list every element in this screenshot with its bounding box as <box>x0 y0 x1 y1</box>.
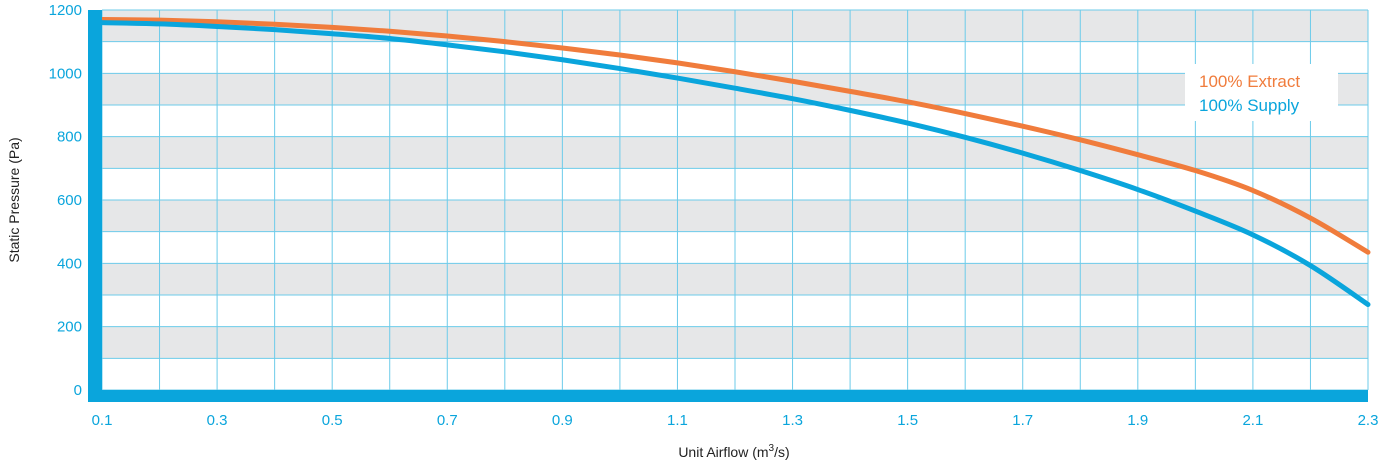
legend: 100% Extract 100% Supply <box>1185 64 1338 121</box>
legend-entry-supply: 100% Supply <box>1199 96 1300 115</box>
y-tick-label: 1000 <box>49 65 82 82</box>
y-tick-label: 800 <box>57 129 82 146</box>
x-tick-label: 1.5 <box>897 412 918 429</box>
x-tick-label: 1.3 <box>782 412 803 429</box>
x-tick-label: 0.3 <box>207 412 228 429</box>
x-tick-label: 0.7 <box>437 412 458 429</box>
x-tick-label: 0.9 <box>552 412 573 429</box>
x-axis-label-suffix: /s) <box>774 444 790 460</box>
x-axis-label-main: Unit Airflow (m <box>678 444 768 460</box>
legend-box <box>1185 64 1338 121</box>
y-tick-label: 600 <box>57 192 82 209</box>
y-axis <box>88 10 102 402</box>
y-tick-label: 400 <box>57 255 82 272</box>
y-tick-label: 1200 <box>49 2 82 19</box>
x-tick-label: 0.5 <box>322 412 343 429</box>
y-tick-labels: 0 200 400 600 800 1000 1200 <box>49 2 82 399</box>
x-axis-label-sup: 3 <box>769 443 775 454</box>
legend-entry-extract: 100% Extract <box>1199 72 1300 91</box>
x-tick-label: 1.7 <box>1012 412 1033 429</box>
x-axis <box>88 390 1368 402</box>
axes <box>88 10 1368 402</box>
series-lines <box>99 17 1371 307</box>
y-axis-label: Static Pressure (Pa) <box>6 137 22 262</box>
y-tick-label: 200 <box>57 319 82 336</box>
x-tick-label: 2.1 <box>1242 412 1263 429</box>
x-tick-label: 0.1 <box>92 412 113 429</box>
series-line-extract <box>99 17 1371 255</box>
x-tick-labels: 0.1 0.3 0.5 0.7 0.9 1.1 1.3 1.5 1.7 1.9 2.1 2.3 <box>92 412 1379 429</box>
x-tick-label: 2.3 <box>1358 412 1379 429</box>
y-tick-label: 0 <box>74 382 82 399</box>
x-tick-label: 1.9 <box>1127 412 1148 429</box>
x-axis-label: Unit Airflow (m3/s) <box>678 443 789 460</box>
series-line-supply <box>99 20 1371 307</box>
x-tick-label: 1.1 <box>667 412 688 429</box>
